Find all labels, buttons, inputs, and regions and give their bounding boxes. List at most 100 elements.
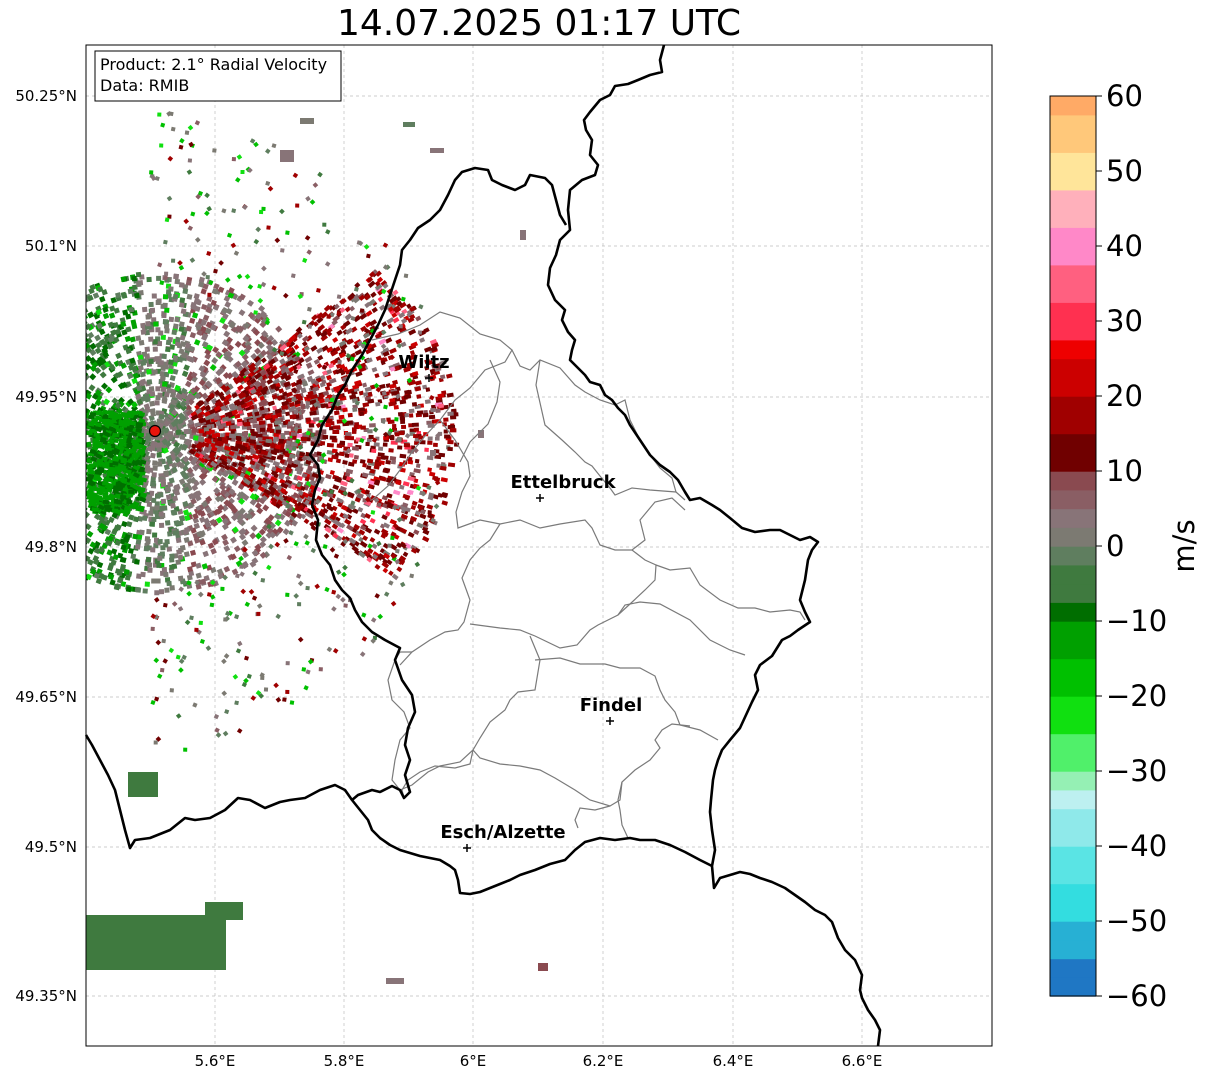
- echo-pixel: [284, 519, 292, 527]
- echo-pixel: [172, 354, 179, 361]
- echo-pixel: [77, 297, 84, 304]
- echo-pixel: [27, 408, 33, 414]
- map-plot[interactable]: Wiltz Ettelbruck Findel Esch/Alzette Pro…: [0, 44, 993, 1047]
- echo-pixel: [27, 430, 32, 435]
- echo-pixel: [203, 427, 210, 432]
- echo-pixel: [52, 435, 57, 440]
- echo-pixel: [137, 354, 144, 361]
- echo-pixel: [38, 456, 44, 462]
- echo-pixel: [230, 514, 239, 522]
- echo-pixel: [22, 481, 28, 487]
- echo-pixel: [150, 547, 156, 553]
- echo-pixel: [223, 545, 231, 553]
- echo-pixel: [78, 493, 85, 500]
- echo-pixel: [198, 620, 203, 626]
- echo-pixel: [30, 414, 36, 420]
- echo-pixel: [177, 554, 184, 561]
- echo-pixel: [201, 341, 209, 348]
- echo-pixel: [56, 360, 63, 367]
- echo-pixel: [229, 553, 237, 561]
- echo-pixel: [92, 558, 100, 566]
- echo-pixel: [76, 447, 82, 453]
- echo-pixel: [130, 553, 137, 560]
- echo-pixel: [326, 442, 334, 448]
- echo-pixel: [105, 386, 113, 394]
- echo-pixel: [203, 517, 210, 525]
- echo-pixel: [34, 477, 41, 484]
- echo-pixel: [146, 388, 153, 395]
- echo-pixel: [157, 112, 162, 117]
- echo-pixel: [38, 327, 45, 334]
- echo-pixel: [86, 555, 91, 562]
- echo-pixel: [136, 281, 142, 288]
- echo-pixel: [42, 405, 48, 411]
- echo-pixel: [14, 462, 20, 468]
- echo-pixel: [69, 562, 76, 569]
- echo-pixel: [157, 539, 163, 545]
- echo-pixel: [25, 452, 31, 458]
- echo-pixel: [34, 408, 40, 414]
- echo-pixel: [160, 334, 166, 340]
- echo-pixel: [94, 399, 102, 407]
- echo-pixel: [79, 407, 85, 413]
- echo-pixel: [427, 510, 432, 515]
- echo-pixel: [172, 368, 179, 375]
- echo-pixel: [390, 535, 395, 541]
- echo-pixel: [7, 383, 13, 389]
- echo-pixel: [168, 316, 175, 323]
- echo-pixel: [280, 434, 286, 439]
- echo-pixel: [200, 288, 207, 295]
- echo-pixel: [32, 408, 38, 414]
- echo-pixel: [166, 546, 173, 552]
- echo-pixel: [92, 292, 100, 299]
- echo-pixel: [95, 308, 103, 316]
- echo-pixel: [424, 447, 429, 452]
- echo-pixel: [115, 352, 122, 360]
- echo-pixel: [55, 440, 60, 445]
- echo-pixel: [169, 344, 176, 350]
- echo-pixel: [29, 348, 36, 355]
- echo-pixel: [27, 352, 34, 359]
- echo-pixel: [62, 415, 68, 421]
- echo-pixel: [86, 441, 92, 448]
- echo-pixel: [336, 294, 342, 300]
- echo-pixel: [389, 456, 397, 461]
- echo-pixel: [37, 492, 44, 499]
- echo-pixel: [198, 436, 204, 442]
- echo-pixel: [141, 515, 148, 522]
- echo-pixel: [37, 346, 44, 353]
- echo-pixel: [438, 403, 445, 409]
- echo-pixel: [145, 557, 152, 563]
- echo-pixel: [67, 444, 73, 450]
- echo-pixel: [192, 464, 200, 472]
- echo-pixel: [103, 398, 111, 406]
- echo-pixel: [406, 389, 412, 395]
- echo-pixel: [30, 442, 35, 447]
- echo-pixel: [145, 314, 151, 320]
- echo-pixel: [110, 297, 117, 304]
- echo-pixel: [94, 389, 102, 397]
- echo-pixel: [195, 583, 202, 590]
- echo-pixel: [112, 461, 119, 466]
- echo-pixel: [174, 483, 181, 491]
- echo-pixel: [9, 502, 16, 509]
- plot-background: [86, 45, 992, 1046]
- echo-pixel: [173, 489, 181, 496]
- echo-pixel: [15, 517, 22, 524]
- echo-pixel: [154, 501, 160, 507]
- echo-pixel: [241, 551, 249, 559]
- echo-pixel: [120, 276, 127, 283]
- echo-pixel: [167, 531, 173, 537]
- echo-pixel: [94, 334, 102, 342]
- echo-pixel: [25, 495, 32, 502]
- echo-pixel: [134, 292, 140, 299]
- echo-pixel: [73, 436, 78, 441]
- echo-pixel: [215, 351, 223, 359]
- echo-pixel: [136, 534, 143, 540]
- echo-pixel: [231, 479, 239, 486]
- echo-pixel: [78, 525, 85, 532]
- echo-pixel: [266, 225, 271, 230]
- echo-pixel: [158, 413, 165, 420]
- echo-pixel: [151, 293, 157, 299]
- echo-pixel: [134, 543, 141, 550]
